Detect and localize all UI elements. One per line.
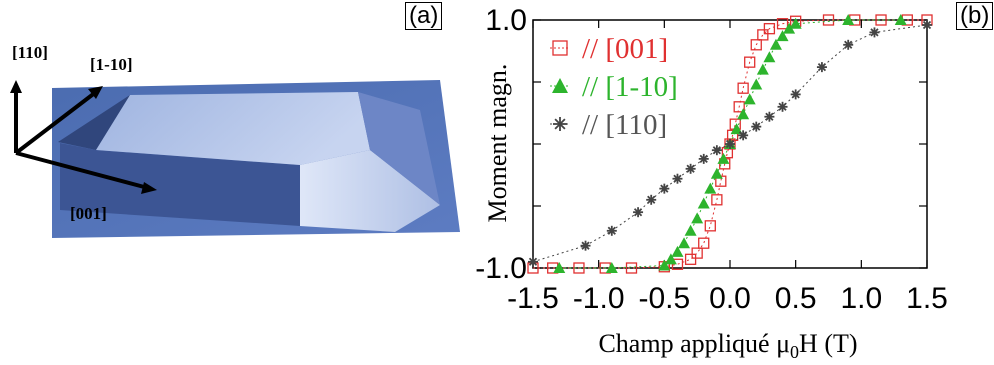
data-point (822, 14, 835, 26)
data-point (717, 152, 730, 164)
data-point (763, 51, 776, 63)
crystal-image-panel: [110] [1-10] [001] (10, 43, 460, 238)
panel-b-tag: (b) (956, 2, 994, 30)
x-tick-label: 1.0 (840, 282, 882, 315)
data-point (704, 220, 716, 232)
axis-label-110: [110] (12, 43, 48, 62)
data-point (733, 101, 745, 113)
data-point (664, 253, 677, 265)
data-point (789, 17, 802, 29)
data-point (698, 153, 709, 164)
x-tick-label: -1.0 (573, 282, 625, 315)
data-point (730, 123, 743, 135)
data-point (776, 30, 789, 42)
data-point (777, 101, 788, 112)
data-point (756, 63, 769, 75)
x-tick-label: -0.5 (638, 282, 690, 315)
x-tick-label: 1.5 (906, 282, 948, 315)
data-point (843, 39, 854, 50)
data-point (659, 183, 670, 194)
panel-a-tag: (a) (405, 2, 443, 30)
crystal-front-facet (60, 143, 300, 226)
data-point (869, 27, 880, 38)
data-point (776, 18, 789, 30)
data-point (678, 237, 691, 249)
x-axis-label: Champ appliqué μ0H (T) (598, 329, 857, 362)
data-point (698, 237, 710, 249)
y-tick-label: 1.0 (485, 4, 527, 37)
legend: // [001] // [1-10] // [110] (550, 33, 678, 141)
data-point (672, 173, 683, 184)
data-point (633, 207, 644, 218)
axis-label-001: [001] (70, 204, 107, 223)
data-point (605, 262, 618, 273)
x-tick-label: -1.5 (507, 282, 559, 315)
data-point (751, 121, 762, 132)
legend-label: // [001] (582, 33, 668, 65)
data-point (646, 194, 657, 205)
data-point (743, 93, 756, 105)
data-point (671, 245, 684, 257)
data-point (573, 262, 585, 274)
crystal-end-facet (300, 150, 440, 232)
x-tick-label: 0.0 (709, 282, 751, 315)
data-point (658, 259, 671, 271)
data-point (875, 14, 887, 26)
legend-label: // [110] (582, 109, 667, 141)
crystal-back-facet (358, 92, 440, 205)
crystal-top-face (96, 92, 370, 165)
data-point (580, 240, 591, 251)
series-2 (528, 19, 932, 267)
data-point (710, 167, 723, 179)
data-point (790, 89, 801, 100)
arrow-right-head (141, 182, 157, 194)
arrow-diag-head (88, 86, 103, 99)
legend-label: // [1-10] (582, 71, 678, 103)
data-point (691, 247, 703, 259)
data-point (738, 130, 749, 141)
data-point (764, 111, 775, 122)
data-point (684, 224, 697, 236)
data-point (711, 194, 723, 206)
data-point (697, 197, 710, 209)
y-tick-label: -1.0 (475, 252, 527, 285)
data-point (704, 182, 717, 194)
data-point (783, 22, 796, 34)
series-1 (553, 14, 907, 273)
data-point (552, 78, 568, 93)
data-point (553, 117, 567, 131)
data-point (763, 23, 776, 35)
data-point (625, 262, 638, 274)
arrow-up-head (10, 80, 22, 93)
data-point (744, 56, 756, 68)
data-point (737, 82, 749, 94)
data-point (552, 40, 568, 56)
data-point (894, 14, 907, 25)
data-point (725, 139, 735, 149)
data-point (757, 29, 769, 41)
data-point (750, 39, 762, 51)
data-point (816, 62, 827, 73)
data-point (691, 212, 704, 224)
x-tick-label: 0.5 (775, 282, 817, 315)
data-point (750, 78, 763, 90)
data-point (737, 108, 750, 120)
data-point (684, 253, 697, 265)
data-point (606, 225, 617, 236)
magnetization-chart: -1.5 -1.0 -0.5 0.0 0.5 1.0 1.5-1.01.0 // [001]… (475, 4, 948, 362)
data-point (711, 145, 722, 156)
data-point (553, 262, 566, 273)
data-point (528, 256, 538, 267)
data-point (685, 163, 696, 174)
data-point (769, 38, 782, 50)
y-axis-label: Moment magn. (483, 64, 512, 223)
data-point (922, 19, 932, 30)
data-point (842, 14, 855, 25)
axis-label-1-10: [1-10] (90, 55, 132, 74)
